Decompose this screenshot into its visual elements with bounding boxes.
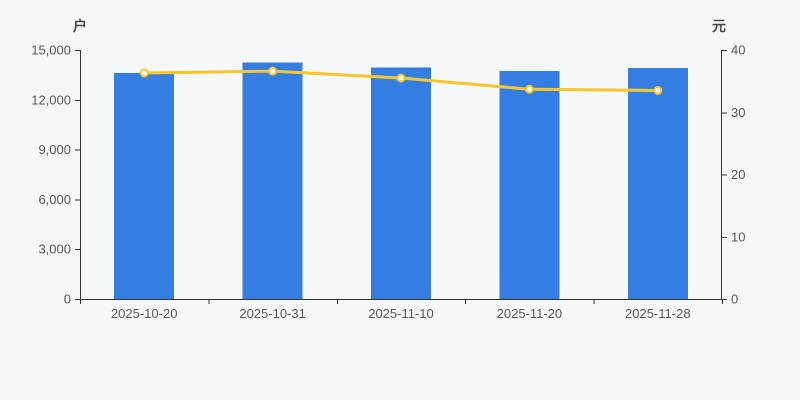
y-axis-left: 0 3,000 6,000 9,000 12,000 15,000 [31,43,81,307]
price-line-point-2025-11-28[interactable] [653,85,663,95]
price-line-point-2025-10-31[interactable] [268,66,278,76]
bar-2025-11-10[interactable] [371,67,431,300]
bar-2025-10-31[interactable] [242,62,303,300]
y-axis-left-tick-label: 3,000 [38,242,71,257]
price-line-series [139,66,663,95]
x-axis-category-label: 2025-11-10 [368,306,434,321]
price-line-point-2025-11-10[interactable] [396,73,406,83]
y-axis-right-tick-label: 0 [731,292,738,307]
y-axis-left-tick-label: 12,000 [31,92,71,107]
x-axis-category-label: 2025-11-28 [625,306,691,321]
x-axis-category-label: 2025-10-20 [111,306,178,321]
y-axis-left-tick-label: 0 [64,292,71,307]
y-axis-right: 0 10 20 30 40 [721,43,745,307]
bar-2025-10-20[interactable] [114,73,175,300]
bar-2025-11-20[interactable] [499,70,560,299]
y-axis-right-tick-label: 40 [731,43,745,58]
y-axis-left-tick-label: 9,000 [38,142,71,157]
bar-2025-11-28[interactable] [627,67,688,299]
bar-series [114,62,688,300]
right-axis-unit-label: 元 [712,18,726,34]
y-axis-right-tick-label: 10 [731,229,745,244]
y-axis-left-tick-label: 6,000 [38,192,71,207]
x-axis-category-label: 2025-11-20 [497,306,563,321]
x-axis-category-label: 2025-10-31 [239,306,306,321]
x-axis: 2025-10-20 2025-10-31 2025-11-10 2025-11-20… [80,299,723,321]
y-axis-left-tick-label: 15,000 [31,43,71,58]
y-axis-right-tick-label: 30 [731,105,745,120]
left-axis-unit-label: 户 [73,18,87,34]
price-line-point-2025-10-20[interactable] [139,68,149,78]
price-line-point-2025-11-20[interactable] [524,84,534,94]
y-axis-right-tick-label: 20 [731,167,745,182]
